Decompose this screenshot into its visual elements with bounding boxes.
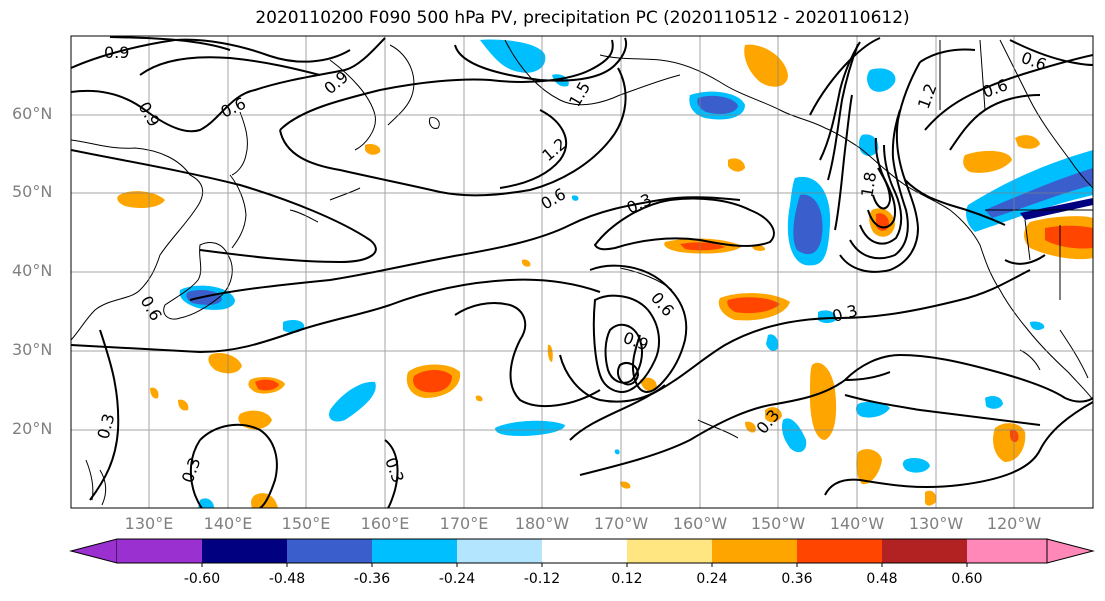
- lon-label: 140°W: [829, 514, 885, 533]
- colorbar-segment: [117, 539, 202, 563]
- lat-label: 20°N: [12, 419, 53, 438]
- colorbar-segment: [712, 539, 797, 563]
- colorbar-extend-high: [1046, 538, 1095, 564]
- pv-precip-map: 0.9 0.6 0.9 0.6 0.9 1.5 1.2 0.6 0.3 0.6 …: [70, 35, 1094, 509]
- lon-label: 140°E: [203, 514, 253, 533]
- colorbar-segment: [882, 539, 967, 563]
- coastlines: [71, 39, 1093, 506]
- lon-label: 150°W: [750, 514, 806, 533]
- colorbar-segment: [542, 539, 627, 563]
- lat-label: 30°N: [12, 340, 53, 359]
- colorbar-tick: -0.12: [523, 571, 561, 587]
- colorbar-tick: -0.24: [438, 571, 476, 587]
- map-title: 2020110200 F090 500 hPa PV, precipitatio…: [255, 8, 910, 28]
- lat-label: 60°N: [12, 104, 53, 123]
- map-frame: [70, 35, 1094, 509]
- lat-label: 40°N: [12, 261, 53, 280]
- lon-label: 120°W: [986, 514, 1042, 533]
- colorbar-tick: -0.36: [353, 571, 391, 587]
- colorbar-segment: [202, 539, 287, 563]
- colorbar-segment: [457, 539, 542, 563]
- lon-label: 170°W: [593, 514, 649, 533]
- colorbar-tick: 0.24: [696, 571, 728, 587]
- lon-label: 160°E: [360, 514, 410, 533]
- lon-label: 150°E: [281, 514, 331, 533]
- precip-shading: [117, 39, 1093, 508]
- lon-label: 130°E: [124, 514, 174, 533]
- colorbar-tick: -0.48: [268, 571, 306, 587]
- colorbar-segment: [967, 539, 1047, 563]
- lon-label: 130°W: [908, 514, 964, 533]
- lon-label: 160°W: [672, 514, 728, 533]
- colorbar-tick: 0.12: [611, 571, 643, 587]
- lat-label: 50°N: [12, 182, 53, 201]
- colorbar-tick: 0.48: [866, 571, 898, 587]
- colorbar-extend-low: [69, 538, 118, 564]
- colorbar-segment: [287, 539, 372, 563]
- lon-label: 180°W: [514, 514, 570, 533]
- contour-label: 0.9: [104, 43, 129, 62]
- contour-label: 1.8: [857, 170, 880, 198]
- colorbar-tick: 0.36: [781, 571, 813, 587]
- colorbar-segment: [797, 539, 882, 563]
- colorbar-segment: [372, 539, 457, 563]
- colorbar-segment: [627, 539, 712, 563]
- lon-label: 170°E: [439, 514, 489, 533]
- colorbar-tick: -0.60: [183, 571, 221, 587]
- colorbar-tick: 0.60: [951, 571, 983, 587]
- pv-contours: [71, 36, 1093, 508]
